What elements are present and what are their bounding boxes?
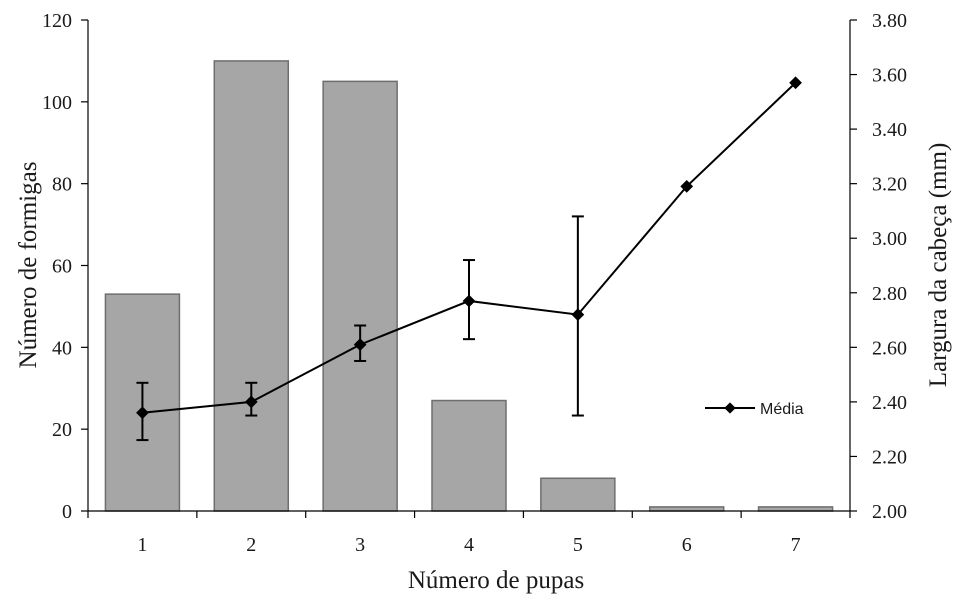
right-y-axis-label: Largura da cabeça (mm) (925, 143, 952, 388)
x-tick-label: 1 (137, 534, 147, 556)
right-y-tick-label: 2.80 (872, 283, 907, 305)
media-point-1 (136, 406, 149, 420)
bar-3 (322, 80, 398, 512)
left-y-tick-label: 80 (52, 174, 72, 196)
legend-label: Média (760, 401, 804, 418)
right-y-tick-label: 3.00 (872, 228, 907, 250)
legend: Média (705, 401, 804, 418)
bar-6 (648, 506, 725, 512)
left-y-tick-label: 60 (52, 256, 72, 278)
x-axis-label: Número de pupas (408, 567, 584, 594)
right-y-tick-label: 2.60 (872, 337, 907, 359)
right-y-tick-label: 3.20 (872, 174, 907, 196)
media-point-4 (462, 294, 476, 308)
left-y-tick-label: 0 (62, 501, 72, 523)
x-tick-label: 5 (573, 534, 583, 556)
bar-7 (757, 506, 834, 512)
ticks-layer: 0 20 40 60 80 100 120 2.00 2.20 2.40 2.60 2.80 3.00 3… (42, 10, 907, 556)
x-tick-label: 3 (355, 534, 365, 556)
right-y-tick-label: 3.80 (872, 10, 907, 32)
right-y-tick-label: 3.40 (872, 119, 907, 141)
bars-layer (104, 60, 834, 512)
media-point-2 (244, 395, 258, 409)
bar-4 (431, 399, 507, 512)
x-tick-label: 6 (682, 534, 692, 556)
right-y-tick-label: 2.40 (872, 392, 907, 414)
x-tick-label: 2 (246, 534, 256, 556)
right-y-tick-label: 2.00 (872, 501, 907, 523)
legend-diamond-marker (724, 402, 736, 414)
left-y-tick-label: 20 (52, 419, 72, 441)
left-y-tick-label: 120 (42, 10, 72, 32)
line-layer (136, 76, 802, 442)
x-tick-label: 7 (791, 534, 801, 556)
x-tick-label: 4 (464, 534, 474, 556)
left-y-axis-label: Número de formigas (15, 162, 42, 369)
left-y-tick-label: 40 (52, 337, 72, 359)
right-y-tick-label: 3.60 (872, 65, 907, 87)
left-y-tick-label: 100 (42, 92, 72, 114)
bar-5 (540, 477, 616, 512)
bar-2 (213, 60, 290, 512)
right-y-tick-label: 2.20 (872, 446, 907, 468)
media-point-3 (353, 338, 367, 351)
